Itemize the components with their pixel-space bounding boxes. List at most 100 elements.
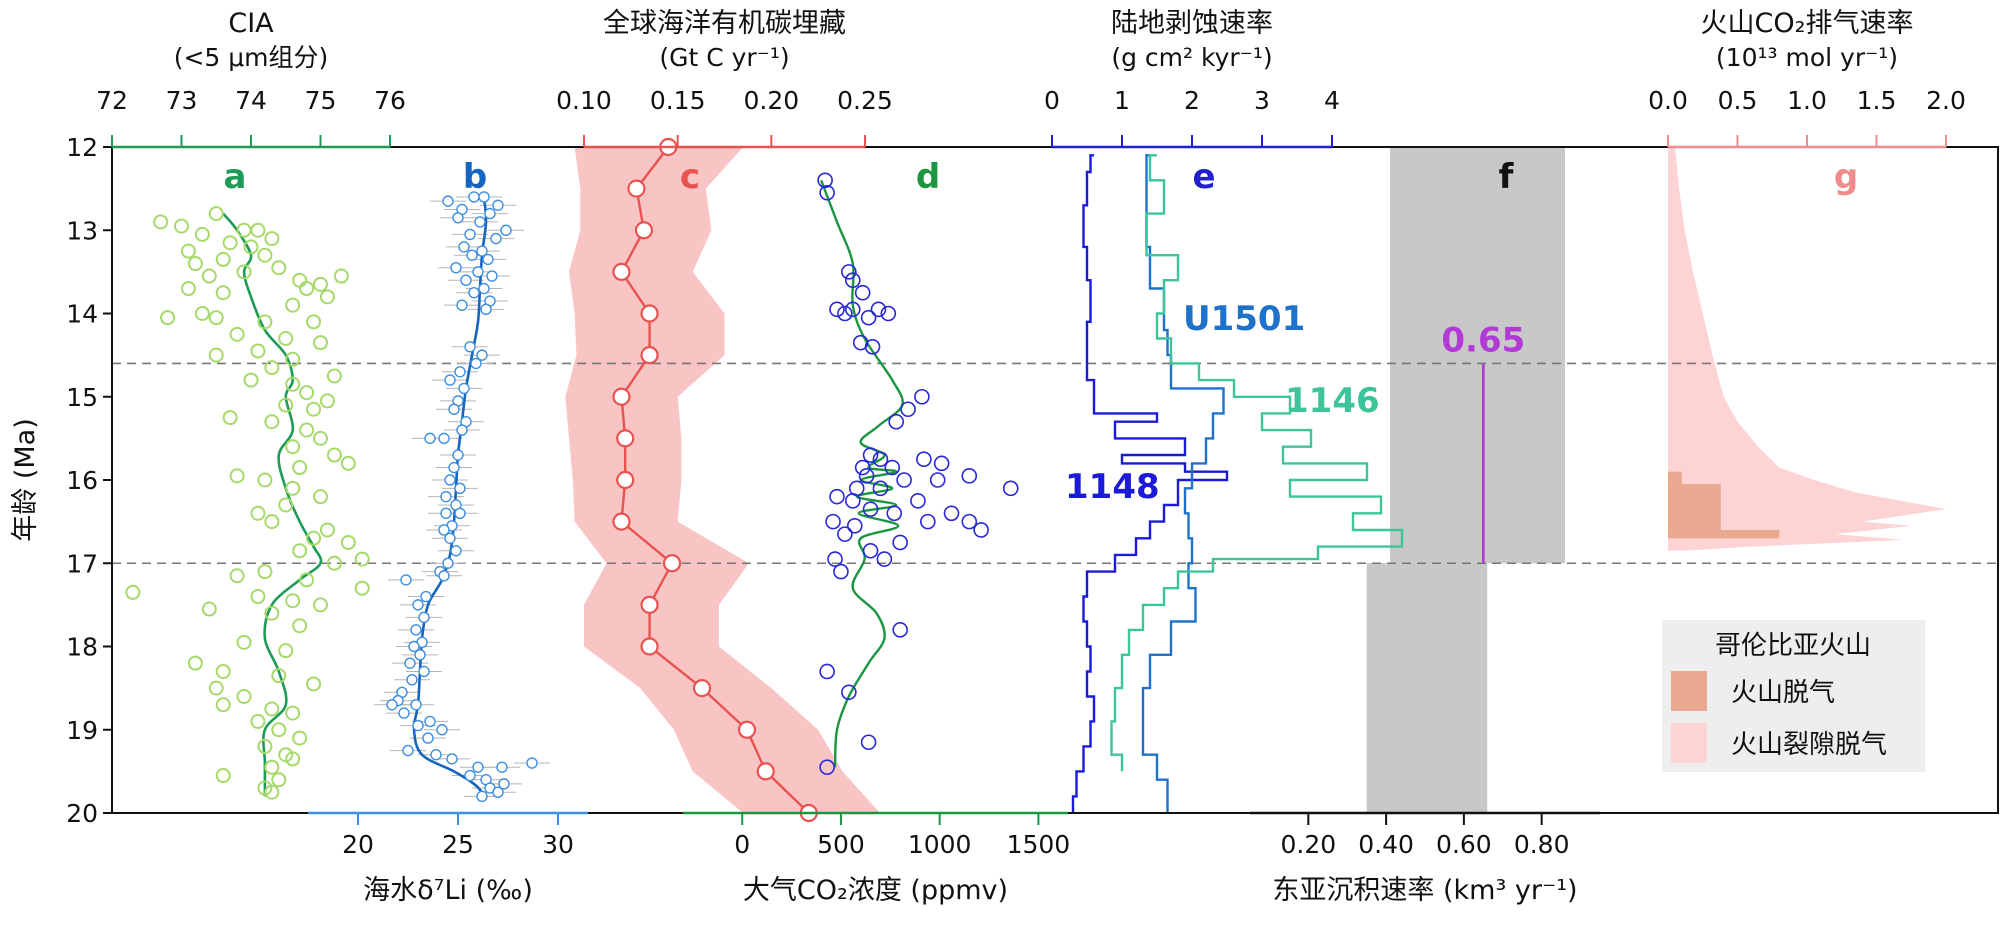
li-point xyxy=(438,432,450,445)
cia-point xyxy=(340,455,356,471)
axis-tick-label-g: 1.0 xyxy=(1787,86,1827,115)
cia-point xyxy=(292,543,308,559)
series-label-1146: 1146 xyxy=(1285,381,1380,421)
cia-point xyxy=(215,697,231,713)
cia-point xyxy=(229,326,245,342)
li-point xyxy=(408,640,420,653)
axis-title-c: 全球海洋有机碳埋藏 xyxy=(603,8,846,39)
cia-point xyxy=(257,738,273,754)
cia-point xyxy=(250,589,266,605)
co2-point xyxy=(846,517,863,534)
axis-title-e: 陆地剥蚀速率 xyxy=(1111,8,1273,39)
li-point xyxy=(430,749,442,761)
axis-tick-label-g: 2.0 xyxy=(1926,86,1966,115)
cia-point xyxy=(326,555,342,571)
co2-point xyxy=(844,493,861,509)
cia-point xyxy=(201,601,217,617)
axis-tick-label-g: 0.0 xyxy=(1648,86,1688,115)
cia-point xyxy=(194,226,210,242)
axis-tick-label-c: 0.25 xyxy=(837,86,893,115)
burial-point xyxy=(612,262,631,281)
li-point xyxy=(412,599,424,611)
age-tick-label: 20 xyxy=(66,799,98,828)
co2-point xyxy=(854,459,871,476)
cia-point xyxy=(278,330,294,346)
cia-point xyxy=(333,268,349,284)
li-point xyxy=(468,286,480,299)
li-point xyxy=(442,557,454,569)
cia-point xyxy=(354,551,370,567)
li-point xyxy=(472,266,484,278)
cia-point xyxy=(285,751,301,767)
legend-title: 哥伦比亚火山 xyxy=(1715,631,1871,661)
li-point xyxy=(420,590,432,603)
co2-point xyxy=(819,184,835,201)
cia-point xyxy=(292,460,308,476)
cia-point xyxy=(180,281,196,297)
li-point xyxy=(500,224,512,236)
li-point xyxy=(482,253,494,266)
li-point xyxy=(442,195,454,207)
cia-point xyxy=(236,222,252,238)
li-point xyxy=(492,786,504,798)
co2-point xyxy=(892,622,908,638)
li-point xyxy=(402,744,414,757)
degassing-block-0 xyxy=(1668,471,1682,485)
li-point xyxy=(404,657,416,669)
co2-point xyxy=(827,551,843,567)
li-point xyxy=(446,753,458,765)
cia-point xyxy=(299,572,315,588)
panel-letter-b: b xyxy=(463,157,487,197)
li-point xyxy=(418,665,430,678)
cia-point xyxy=(306,401,322,417)
axis-title-a: CIA xyxy=(228,8,274,39)
cia-point xyxy=(340,534,356,550)
cia-point xyxy=(271,722,287,738)
co2-point xyxy=(819,759,835,776)
co2-point xyxy=(841,264,857,280)
age-tick-label: 16 xyxy=(66,466,98,495)
co2-point xyxy=(841,684,857,701)
li-point xyxy=(464,228,476,241)
co2-point xyxy=(862,542,879,559)
axis-tick-label-f: 0.20 xyxy=(1280,830,1336,859)
legend-label-1: 火山裂隙脱气 xyxy=(1731,730,1887,760)
cia-point xyxy=(313,335,328,351)
cia-point xyxy=(187,655,203,671)
li-point xyxy=(410,699,422,711)
axis-tick-label-a: 74 xyxy=(235,86,267,115)
cia-point xyxy=(222,410,238,426)
axis-tick-label-a: 73 xyxy=(166,86,198,115)
co2-point xyxy=(933,455,950,472)
li-point xyxy=(464,769,476,782)
erosion-series-U1501 xyxy=(1141,154,1225,813)
cia-point xyxy=(299,385,315,401)
cia-point xyxy=(250,222,266,238)
cia-point xyxy=(215,285,231,301)
li-point xyxy=(452,449,464,461)
cia-point xyxy=(264,414,280,430)
cia-point xyxy=(292,618,308,634)
cia-point xyxy=(292,730,308,746)
li-point xyxy=(412,719,424,732)
cia-point xyxy=(264,231,280,247)
sediment-block-1 xyxy=(1366,563,1488,813)
li-point xyxy=(478,191,490,203)
co2-point xyxy=(819,663,835,680)
li-point xyxy=(476,790,488,803)
li-point xyxy=(448,461,460,474)
cia-point xyxy=(278,397,294,413)
cia-point xyxy=(313,597,328,613)
li-point xyxy=(486,270,498,282)
panel-letter-a: a xyxy=(224,157,247,197)
burial-point xyxy=(634,221,654,240)
cia-point xyxy=(257,247,273,263)
degassing-block-1 xyxy=(1668,484,1721,530)
li-point xyxy=(438,524,450,536)
cia-point xyxy=(264,784,280,800)
cia-point xyxy=(264,514,280,530)
axis-tick-label-a: 75 xyxy=(305,86,337,115)
cia-point xyxy=(299,422,315,438)
